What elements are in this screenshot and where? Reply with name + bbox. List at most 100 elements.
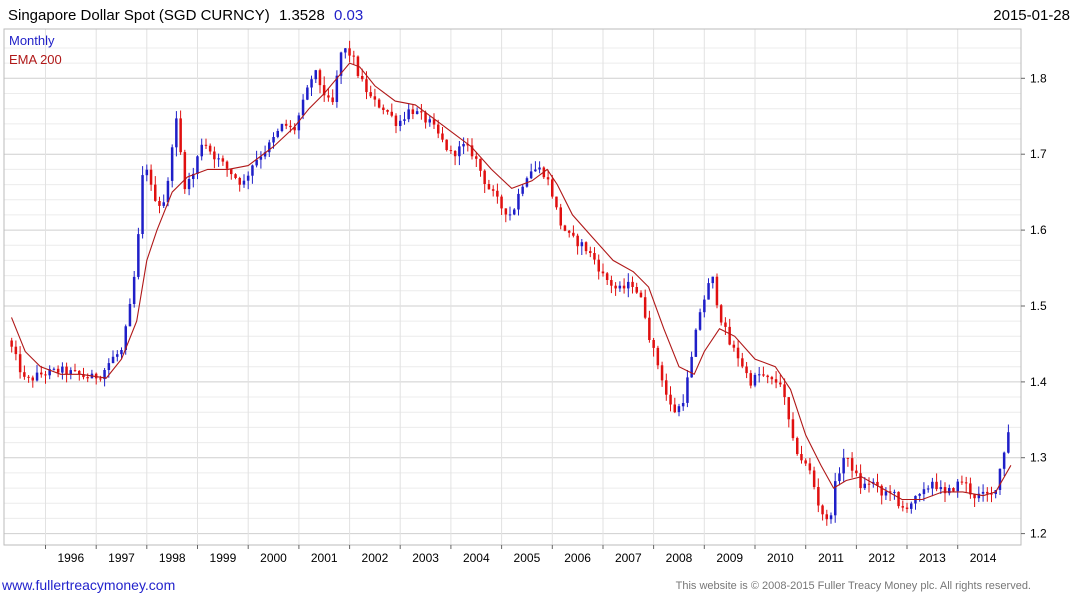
candle-body <box>850 458 854 471</box>
candle-body <box>741 358 744 367</box>
candle-body <box>335 75 339 102</box>
candle-body <box>196 156 199 174</box>
candle-body <box>546 177 550 180</box>
candle-body <box>935 481 938 490</box>
candle-body <box>61 366 64 373</box>
candle-body <box>855 470 858 474</box>
candle-body <box>255 159 258 166</box>
candle-body <box>572 232 575 236</box>
candle-body <box>310 79 313 88</box>
candle-body <box>529 171 533 179</box>
y-tick-label: 1.4 <box>1030 375 1047 389</box>
x-tick-label: 2000 <box>260 551 287 565</box>
candle-body <box>479 158 482 171</box>
candle-body <box>960 481 964 483</box>
chart-title: Singapore Dollar Spot (SGD CURNCY) 1.352… <box>8 7 363 24</box>
candle-body <box>762 374 765 376</box>
candle-body <box>175 118 178 148</box>
candle-body <box>73 370 77 372</box>
candle-body <box>132 276 136 304</box>
candle-body <box>998 468 1002 490</box>
x-tick-label: 2002 <box>362 551 389 565</box>
x-tick-label: 2014 <box>970 551 997 565</box>
x-tick-label: 2011 <box>818 551 844 565</box>
candle-body <box>462 144 465 147</box>
candle-body <box>276 131 279 137</box>
candle-body <box>825 514 828 520</box>
candle-body <box>508 214 512 216</box>
candle-body <box>322 85 326 96</box>
candle-body <box>293 127 296 131</box>
candle-body <box>99 378 102 380</box>
candle-body <box>284 123 288 126</box>
candle-body <box>593 253 596 260</box>
candle-body <box>78 370 81 375</box>
candle-body <box>758 374 761 376</box>
candle-body <box>538 167 541 170</box>
candle-body <box>306 87 309 100</box>
candle-body <box>183 152 187 190</box>
candle-body <box>44 374 47 376</box>
y-tick-label: 1.8 <box>1030 71 1047 85</box>
candle-body <box>1002 452 1006 469</box>
candle-body <box>145 169 149 176</box>
candle-body <box>449 150 453 152</box>
candle-body <box>964 482 968 484</box>
candle-body <box>382 107 385 110</box>
plot-frame <box>3 28 1022 546</box>
candle-body <box>390 111 393 116</box>
candle-body <box>158 201 161 206</box>
candle-body <box>534 169 537 172</box>
candle-body <box>128 304 132 327</box>
x-tick-label: 1997 <box>108 551 135 565</box>
candle-body <box>905 507 909 509</box>
candle-body <box>187 179 191 190</box>
candle-body <box>948 488 951 494</box>
candle-body <box>487 184 491 190</box>
candle-body <box>888 491 892 493</box>
candle-body <box>690 356 693 378</box>
candle-body <box>301 99 305 116</box>
website-link[interactable]: www.fullertreacymoney.com <box>2 577 176 593</box>
candle-body <box>926 488 930 490</box>
candle-body <box>829 515 833 520</box>
candle-body <box>111 356 115 364</box>
candle-body <box>673 404 676 413</box>
candle-body <box>639 292 643 298</box>
candle-body <box>698 312 702 330</box>
candle-body <box>259 156 263 160</box>
candle-body <box>821 505 824 515</box>
candle-body <box>681 403 685 407</box>
candle-body <box>635 287 638 293</box>
candle-body <box>441 133 444 140</box>
candle-body <box>234 174 237 178</box>
candle-body <box>170 147 174 181</box>
candle-body <box>52 368 56 370</box>
candle-body <box>386 110 389 112</box>
candle-body <box>648 317 651 340</box>
candle-body <box>124 326 127 350</box>
candle-body <box>918 494 921 496</box>
candle-body <box>504 208 508 215</box>
x-tick-label: 1998 <box>159 551 186 565</box>
candle-body <box>939 487 943 490</box>
candle-body <box>394 115 398 126</box>
candle-body <box>314 70 317 80</box>
candle-body <box>551 179 554 197</box>
candle-body <box>694 329 698 357</box>
candle-body <box>453 151 457 157</box>
y-tick-label: 1.7 <box>1030 147 1047 161</box>
candle-body <box>31 377 34 381</box>
candle-body <box>213 151 216 160</box>
candle-body <box>876 481 879 486</box>
candle-body <box>361 76 364 80</box>
candle-body <box>82 374 85 378</box>
candle-body <box>559 207 562 226</box>
legend-ema: EMA 200 <box>9 52 62 67</box>
title-last-price: 1.3528 <box>279 7 325 24</box>
legend-series: Monthly <box>9 33 55 48</box>
candle-body <box>711 276 714 284</box>
candle-body <box>407 109 410 120</box>
candle-body <box>373 96 377 100</box>
